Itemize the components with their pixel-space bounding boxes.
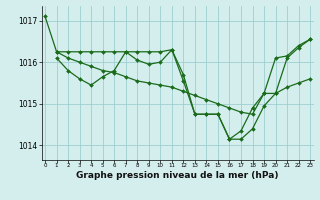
X-axis label: Graphe pression niveau de la mer (hPa): Graphe pression niveau de la mer (hPa) bbox=[76, 171, 279, 180]
